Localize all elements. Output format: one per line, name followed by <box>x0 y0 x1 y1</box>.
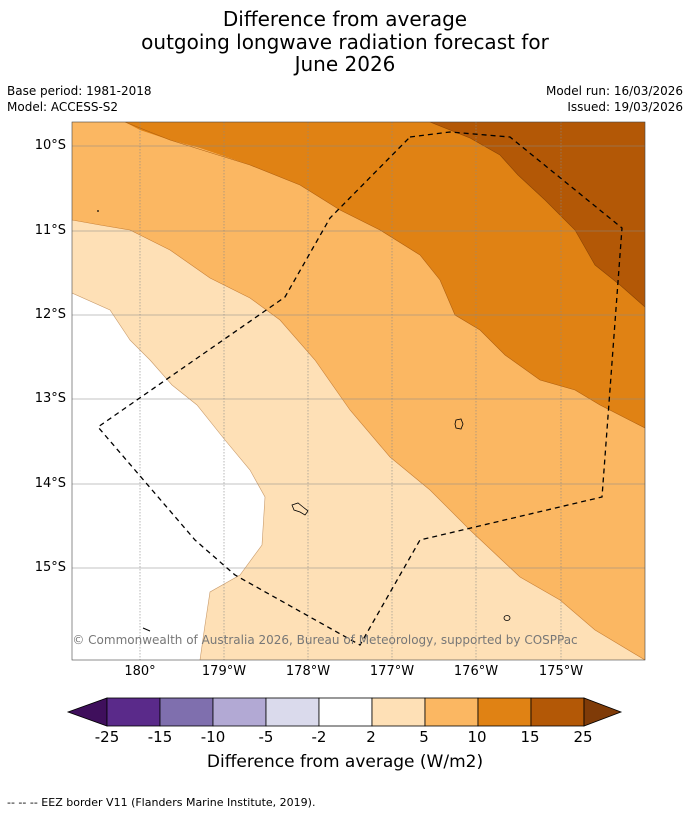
colorbar-extend-high <box>583 697 623 727</box>
island-4 <box>142 627 151 632</box>
lon-label-176w: 176°W <box>453 664 499 679</box>
colorbar-segment <box>106 697 161 727</box>
colorbar-segment <box>530 697 585 727</box>
meta-left: Base period: 1981-2018 Model: ACCESS-S2 <box>7 83 152 115</box>
contour-10 <box>124 122 645 429</box>
eez-footnote: -- -- -- EEZ border V11 (Flanders Marine… <box>7 796 316 809</box>
colorbar-segment <box>265 697 320 727</box>
lat-label-11s: 11°S <box>34 223 66 238</box>
cb-tick-neg25: -25 <box>94 728 120 746</box>
lon-label-179w: 179°W <box>201 664 247 679</box>
band-15-to-25 <box>430 122 645 307</box>
cb-tick-15: 15 <box>520 728 540 746</box>
map-frame <box>71 121 646 661</box>
colorbar-extend-low <box>66 697 108 727</box>
latitude-gridlines <box>72 145 645 569</box>
lat-label-13s: 13°S <box>34 391 66 406</box>
lat-label-14s: 14°S <box>34 476 66 491</box>
colorbar-segment <box>212 697 267 727</box>
colorbar-segment <box>318 697 373 727</box>
model-run: Model run: 16/03/2026 <box>545 84 683 98</box>
colorbar-segment <box>159 697 214 727</box>
island-2 <box>291 502 309 516</box>
model-name: Model: ACCESS-S2 <box>7 100 119 114</box>
chart-title: Difference from average outgoing longwav… <box>0 8 690 76</box>
lon-label-177w: 177°W <box>369 664 415 679</box>
lon-label-180: 180° <box>124 664 156 679</box>
cb-tick-neg5: -5 <box>258 728 274 746</box>
contour-5 <box>72 219 645 660</box>
lat-label-15s: 15°S <box>34 560 66 575</box>
colorbar-segment <box>424 697 479 727</box>
cb-tick-2: 2 <box>366 728 376 746</box>
title-line-1: Difference from average <box>222 7 468 31</box>
title-line-2: outgoing longwave radiation forecast for <box>141 29 549 54</box>
cb-tick-neg10: -10 <box>200 728 226 746</box>
island-1 <box>454 418 464 430</box>
cb-tick-neg2: -2 <box>311 728 327 746</box>
island-5 <box>97 210 99 212</box>
contour-15 <box>429 122 645 308</box>
cb-tick-5: 5 <box>419 728 429 746</box>
eez-border <box>97 131 623 646</box>
cb-tick-10: 10 <box>467 728 487 746</box>
colorbar-title: Difference from average (W/m2) <box>206 752 484 772</box>
issued-date: Issued: 19/03/2026 <box>567 100 683 114</box>
island-3 <box>503 615 511 621</box>
lat-label-10s: 10°S <box>34 138 66 153</box>
longitude-gridlines <box>139 122 562 660</box>
lon-label-175w: 175°W <box>538 664 584 679</box>
meta-right: Model run: 16/03/2026 Issued: 19/03/2026 <box>546 83 683 115</box>
cb-tick-25: 25 <box>573 728 593 746</box>
cb-tick-neg15: -15 <box>147 728 173 746</box>
copyright-text: © Commonwealth of Australia 2026, Bureau… <box>72 633 577 647</box>
colorbar-segment <box>477 697 532 727</box>
title-line-3: June 2026 <box>294 52 396 76</box>
base-period: Base period: 1981-2018 <box>7 84 152 98</box>
lat-label-12s: 12°S <box>34 307 66 322</box>
lon-label-178w: 178°W <box>285 664 331 679</box>
colorbar-segment <box>371 697 426 727</box>
contour-2 <box>72 292 266 660</box>
